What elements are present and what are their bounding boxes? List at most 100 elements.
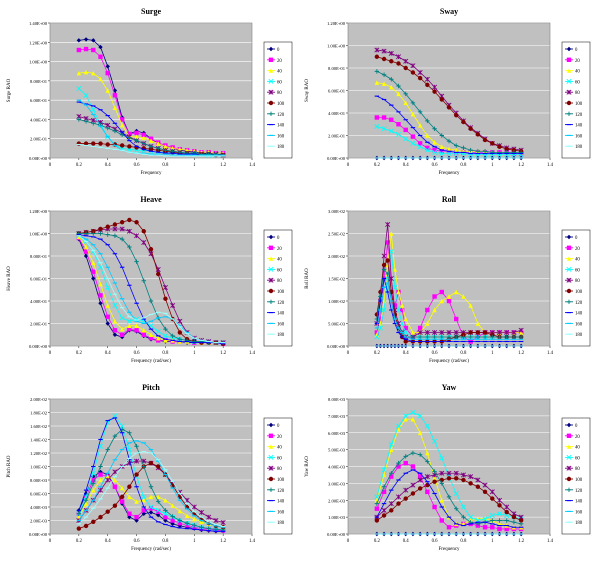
data-point bbox=[417, 486, 423, 491]
y-tick-label: 8.00E-03 bbox=[328, 397, 346, 402]
x-tick-label: 0.6 bbox=[134, 351, 141, 356]
series-100 bbox=[374, 54, 524, 154]
y-tick-label: 5.00E-03 bbox=[328, 322, 346, 327]
data-point bbox=[170, 514, 175, 519]
data-point bbox=[381, 253, 387, 259]
data-point bbox=[461, 477, 466, 483]
legend-entry: 100 bbox=[277, 102, 285, 107]
data-point bbox=[112, 503, 118, 508]
data-point bbox=[389, 508, 394, 513]
data-point bbox=[76, 70, 82, 76]
data-point bbox=[403, 339, 408, 344]
data-point bbox=[199, 519, 204, 525]
data-point bbox=[489, 512, 495, 518]
data-point bbox=[439, 149, 444, 154]
x-tick-label: 0.8 bbox=[460, 539, 467, 544]
data-point bbox=[91, 70, 96, 76]
legend-entry: 180 bbox=[575, 145, 583, 150]
data-point bbox=[446, 138, 452, 144]
series-120 bbox=[374, 450, 524, 527]
legend-entry: 60 bbox=[277, 268, 282, 273]
data-point bbox=[439, 144, 444, 149]
y-tick-label: 1.00E-03 bbox=[328, 515, 346, 520]
legend-swatch-marker bbox=[268, 78, 274, 84]
y-axis-label: Heave RAO bbox=[7, 266, 12, 291]
data-point bbox=[417, 144, 423, 150]
data-point bbox=[163, 514, 168, 520]
data-point bbox=[381, 307, 387, 313]
data-point bbox=[374, 54, 380, 59]
data-point bbox=[396, 83, 401, 89]
data-point bbox=[134, 518, 139, 523]
data-point bbox=[374, 115, 380, 120]
data-point bbox=[177, 337, 183, 342]
data-point bbox=[134, 472, 139, 477]
y-tick-label: 4.00E-03 bbox=[30, 505, 48, 510]
chart-svg-sway: Sway 0.00E+00 2.00E-01 4.00E-01 6.00E-01 8.00… bbox=[305, 7, 591, 176]
data-point bbox=[156, 494, 161, 500]
legend-entry: 140 bbox=[575, 312, 583, 317]
data-point bbox=[432, 149, 438, 155]
data-point bbox=[403, 325, 408, 331]
x-tick-label: 0.8 bbox=[162, 539, 169, 544]
data-point bbox=[134, 259, 139, 264]
data-point bbox=[504, 509, 509, 515]
data-point bbox=[403, 127, 408, 133]
data-point bbox=[475, 334, 481, 340]
data-point bbox=[396, 460, 401, 466]
data-point bbox=[432, 126, 437, 131]
y-tick-label: 1.00E+00 bbox=[29, 60, 48, 65]
data-point bbox=[199, 525, 204, 530]
data-point bbox=[105, 474, 110, 479]
data-point bbox=[105, 125, 110, 131]
data-point bbox=[112, 319, 118, 324]
legend-entry: 120 bbox=[277, 301, 285, 306]
data-point bbox=[155, 328, 161, 334]
data-point bbox=[119, 326, 125, 332]
data-point bbox=[112, 484, 118, 489]
data-point bbox=[410, 134, 416, 139]
data-point bbox=[511, 334, 517, 340]
legend-entry: 20 bbox=[575, 59, 580, 64]
data-point bbox=[213, 527, 219, 532]
x-tick-label: 1.2 bbox=[518, 539, 525, 544]
data-point bbox=[206, 514, 212, 520]
data-point bbox=[396, 122, 401, 127]
legend-swatch-marker bbox=[566, 299, 572, 304]
data-point bbox=[112, 413, 118, 419]
data-point bbox=[381, 467, 387, 473]
y-tick-label: 1.80E-02 bbox=[30, 411, 48, 416]
legend-entry: 180 bbox=[575, 333, 583, 338]
x-tick-label: 0.4 bbox=[403, 539, 410, 544]
data-point bbox=[83, 231, 89, 236]
data-point bbox=[475, 321, 481, 326]
data-point bbox=[385, 262, 390, 268]
y-tick-label: 2.00E-01 bbox=[328, 134, 346, 139]
legend-swatch-marker bbox=[566, 234, 572, 240]
legend-swatch-marker bbox=[566, 68, 572, 73]
data-point bbox=[446, 105, 452, 110]
legend-entry: 160 bbox=[575, 510, 583, 515]
chart-title: Sway bbox=[440, 7, 458, 16]
legend-swatch-marker bbox=[566, 245, 572, 250]
data-point bbox=[381, 267, 387, 272]
legend-swatch-marker bbox=[566, 89, 572, 95]
y-tick-label: 0.00E+00 bbox=[327, 532, 346, 537]
data-point bbox=[395, 54, 402, 60]
data-point bbox=[105, 70, 110, 76]
data-point bbox=[490, 141, 495, 146]
legend-swatch-marker bbox=[268, 299, 274, 304]
data-point bbox=[119, 423, 125, 429]
data-point bbox=[496, 497, 503, 503]
data-point bbox=[439, 518, 444, 523]
y-tick-label: 8.00E-03 bbox=[30, 478, 48, 483]
y-tick-label: 3.00E-03 bbox=[328, 481, 346, 486]
y-tick-label: 5.00E-03 bbox=[328, 448, 346, 453]
data-point bbox=[91, 121, 96, 126]
data-point bbox=[396, 427, 401, 432]
data-point bbox=[91, 229, 96, 234]
x-tick-label: 0 bbox=[347, 539, 350, 544]
y-tick-label: 6.00E-03 bbox=[30, 492, 48, 497]
data-point bbox=[105, 232, 110, 237]
y-tick-label: 0.00E+00 bbox=[29, 344, 48, 349]
